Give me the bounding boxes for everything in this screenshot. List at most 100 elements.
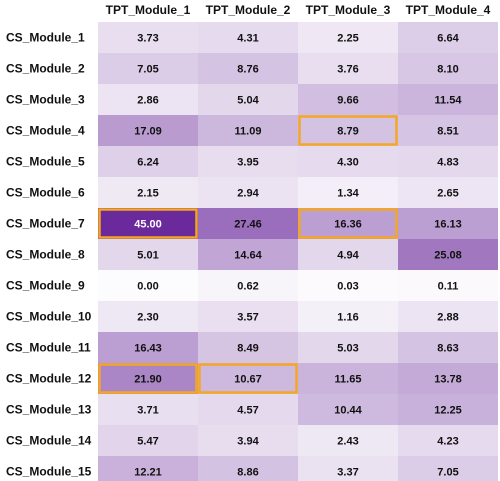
heatmap-cell <box>198 425 298 456</box>
column-label: TPT_Module_1 <box>106 3 191 17</box>
cell-value-label: 16.43 <box>134 343 162 355</box>
heatmap-cell <box>198 394 298 425</box>
heatmap-cell <box>98 270 198 301</box>
heatmap-cell <box>98 239 198 270</box>
column-labels: TPT_Module_1 TPT_Module_2 TPT_Module_3 TPT_… <box>106 3 491 17</box>
heatmap-cell <box>398 146 498 177</box>
row-labels: CS_Module_1 CS_Module_2 CS_Module_3 CS_Modu… <box>6 31 92 479</box>
heatmap-cell <box>198 239 298 270</box>
row-label: CS_Module_6 <box>6 186 85 200</box>
cell-value-label: 27.46 <box>234 219 262 231</box>
cell-value-label: 4.83 <box>437 157 458 169</box>
heatmap-cell <box>198 22 298 53</box>
heatmap-cell <box>298 115 398 146</box>
cell-value-label: 3.57 <box>237 312 258 324</box>
heatmap-cell <box>198 332 298 363</box>
row-label: CS_Module_13 <box>6 403 92 417</box>
highlight-box <box>298 115 398 146</box>
cell-value-label: 11.09 <box>235 126 262 138</box>
row-label: CS_Module_7 <box>6 217 85 231</box>
cell-value-label: 17.09 <box>134 126 162 138</box>
row-label: CS_Module_5 <box>6 155 85 169</box>
cell-value-label: 6.64 <box>437 33 459 45</box>
heatmap-cell <box>98 84 198 115</box>
heatmap-cell <box>298 425 398 456</box>
cell-value-label: 2.94 <box>237 188 259 200</box>
row-label: CS_Module_11 <box>6 341 91 355</box>
cell-value-label: 3.73 <box>137 33 158 45</box>
heatmap-cell <box>198 270 298 301</box>
cell-value-label: 10.67 <box>234 374 262 386</box>
heatmap-cell <box>398 456 498 481</box>
heatmap-cell <box>198 363 298 394</box>
highlight-box <box>98 363 198 394</box>
cell-value-label: 4.23 <box>437 436 458 448</box>
cell-value-label: 8.10 <box>437 64 458 76</box>
cell-value-label: 0.62 <box>237 281 258 293</box>
cell-value-label: 3.71 <box>137 405 158 417</box>
cell-value-label: 7.05 <box>137 64 158 76</box>
heatmap-cell <box>198 208 298 239</box>
cell-value-label: 11.65 <box>335 374 362 386</box>
heatmap-cell <box>198 84 298 115</box>
heatmap-cell <box>398 363 498 394</box>
column-label: TPT_Module_2 <box>206 3 291 17</box>
heatmap-cell <box>398 84 498 115</box>
heatmap-cell <box>98 177 198 208</box>
heatmap-cell <box>98 301 198 332</box>
cell-value-label: 1.16 <box>337 312 358 324</box>
cell-value-label: 11.54 <box>435 95 463 107</box>
cell-value-label: 12.21 <box>134 467 162 479</box>
cell-value-label: 8.51 <box>437 126 458 138</box>
cell-value-label: 8.76 <box>237 64 258 76</box>
heatmap-cell <box>398 301 498 332</box>
cell-value-label: 3.37 <box>337 467 358 479</box>
cell-value-label: 10.44 <box>334 405 362 417</box>
heatmap-cell <box>398 115 498 146</box>
row-label: CS_Module_9 <box>6 279 85 293</box>
row-label: CS_Module_8 <box>6 248 85 262</box>
cell-value-label: 45.00 <box>134 219 162 231</box>
highlight-box <box>198 363 298 394</box>
cell-value-label: 4.94 <box>337 250 359 262</box>
heatmap-cell <box>98 208 198 239</box>
heatmap-cell <box>298 363 398 394</box>
heatmap-cell <box>398 177 498 208</box>
cell-value-label: 6.24 <box>137 157 159 169</box>
cell-value-label: 8.49 <box>237 343 258 355</box>
heatmap-cell <box>398 332 498 363</box>
cell-value-label: 8.63 <box>437 343 458 355</box>
cell-value-label: 2.15 <box>137 188 158 200</box>
cell-value-label: 2.30 <box>137 312 158 324</box>
cell-value-label: 2.65 <box>437 188 458 200</box>
cell-value-label: 21.90 <box>134 374 162 386</box>
heatmap-cell <box>198 115 298 146</box>
heatmap-cell <box>298 208 398 239</box>
row-label: CS_Module_1 <box>6 31 85 45</box>
cell-value-label: 5.01 <box>137 250 158 262</box>
row-label: CS_Module_10 <box>6 310 92 324</box>
cell-value-label: 4.30 <box>337 157 358 169</box>
cell-value-label: 1.34 <box>337 188 359 200</box>
heatmap-cell <box>98 425 198 456</box>
row-label: CS_Module_12 <box>6 372 92 386</box>
cell-value-label: 8.86 <box>237 467 258 479</box>
heatmap-cell <box>398 270 498 301</box>
heatmap-cell <box>98 115 198 146</box>
column-label: TPT_Module_3 <box>306 3 391 17</box>
cell-value-label: 3.95 <box>237 157 258 169</box>
cell-value-label: 16.13 <box>434 219 462 231</box>
cell-value-label: 2.88 <box>437 312 458 324</box>
heatmap-cell <box>398 239 498 270</box>
heatmap-cell <box>198 301 298 332</box>
cell-value-label: 4.31 <box>237 33 258 45</box>
cell-value-label: 5.03 <box>337 343 358 355</box>
heatmap-cell <box>298 394 398 425</box>
heatmap-cell <box>298 146 398 177</box>
heatmap-cell <box>298 22 398 53</box>
heatmap-cell <box>98 22 198 53</box>
highlight-box <box>298 208 398 239</box>
heatmap-cell <box>298 53 398 84</box>
heatmap-cell <box>298 84 398 115</box>
